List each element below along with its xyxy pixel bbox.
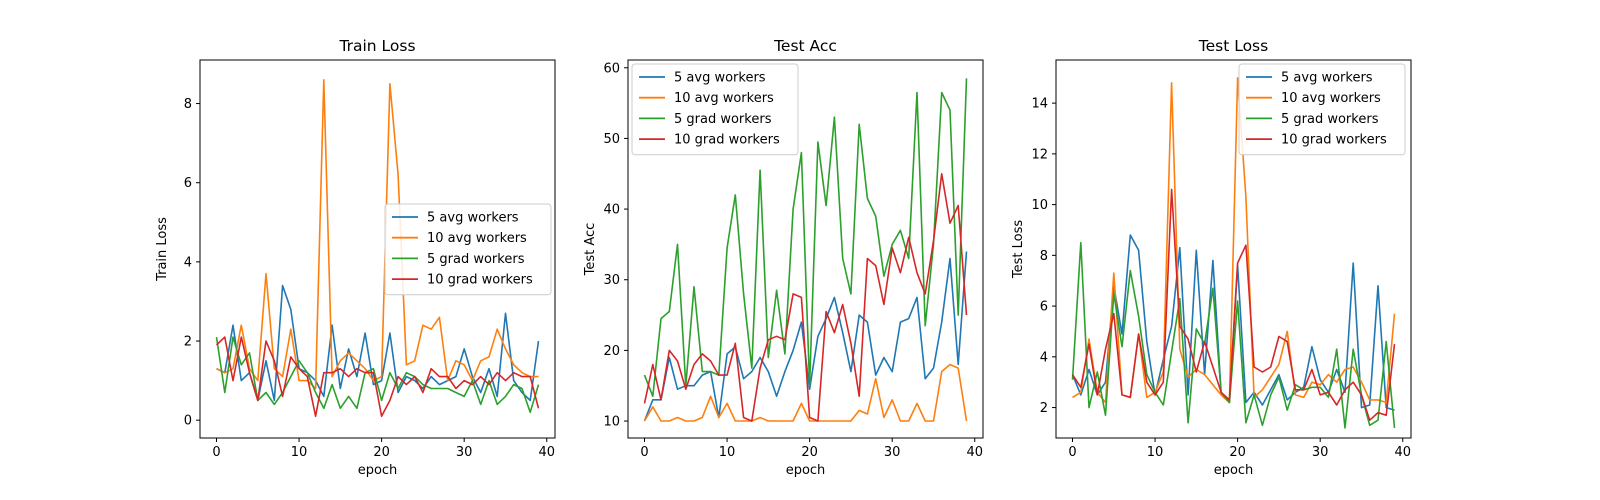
x-axis-label: epoch [786,463,826,478]
y-tick-label: 30 [603,273,620,288]
legend-label: 10 avg workers [1281,91,1381,106]
y-tick-label: 12 [1031,147,1048,162]
legend-label: 5 avg workers [1281,71,1373,86]
legend-label: 5 grad workers [1281,112,1379,127]
x-tick-label: 30 [884,445,901,460]
series-line-10-grad-workers [215,336,540,418]
x-tick-label: 10 [719,445,736,460]
x-tick-label: 30 [1312,445,1329,460]
y-tick-label: 6 [1040,300,1048,315]
x-tick-label: 0 [212,445,220,460]
legend-label: 5 grad workers [674,112,772,127]
y-tick-label: 60 [603,61,620,76]
legend-label: 10 grad workers [1281,133,1387,148]
plot-frame [199,59,556,439]
x-tick-label: 20 [1229,445,1246,460]
y-tick-label: 0 [184,414,192,429]
x-axis-label: epoch [1214,463,1254,478]
plot-frame [627,59,984,439]
y-tick-label: 4 [1040,350,1048,365]
y-tick-label: 14 [1031,97,1048,112]
x-axis-label: epoch [358,463,398,478]
legend-box [631,63,799,156]
series-line-5-grad-workers [1071,241,1396,429]
chart-panel-test-loss: 0 10 20 30 40 2 4 6 8 10 12 14 Test Loss epoch Test Lo… [1011,37,1412,478]
chart-title: Train Loss [338,37,415,55]
chart-title: Test Acc [773,37,837,55]
y-axis-label: Test Loss [1011,220,1026,279]
y-axis-label: Train Loss [155,217,170,282]
series-line-10-avg-workers [643,363,968,422]
y-tick-label: 2 [1040,401,1048,416]
x-tick-label: 40 [966,445,983,460]
plot-frame [1055,59,1412,439]
y-tick-label: 4 [184,255,192,270]
y-tick-label: 10 [1031,198,1048,213]
legend-label: 5 grad workers [427,252,525,267]
chart-panel-test-acc: 0 10 20 30 40 10 20 30 40 50 60 Test Acc epoch Test A… [583,37,984,478]
x-tick-label: 20 [801,445,818,460]
legend-label: 10 avg workers [674,91,774,106]
y-tick-label: 8 [184,97,192,112]
y-axis-label: Test Acc [583,223,598,277]
legend: 5 avg workers 10 avg workers 5 grad worker… [1238,63,1406,156]
y-tick-label: 40 [603,203,620,218]
series-line-5-grad-workers [215,336,540,414]
legend-label: 5 avg workers [427,211,519,226]
y-tick-label: 20 [603,344,620,359]
chart-panel-train-loss: 0 10 20 30 40 0 2 4 6 8 Train Loss epoch Train Loss 5… [155,37,556,478]
series-line-10-grad-workers [1071,188,1396,422]
series-line-10-grad-workers [643,173,968,422]
x-tick-label: 0 [640,445,648,460]
legend-label: 5 avg workers [674,71,766,86]
y-tick-label: 8 [1040,249,1048,264]
y-tick-label: 2 [184,335,192,350]
legend-box [384,203,552,296]
x-tick-label: 10 [1147,445,1164,460]
series-line-5-grad-workers [643,78,968,398]
legend: 5 avg workers 10 avg workers 5 grad worker… [631,63,799,156]
legend-label: 10 grad workers [674,133,780,148]
chart-title: Test Loss [1198,37,1268,55]
x-tick-label: 40 [1394,445,1411,460]
x-tick-label: 0 [1068,445,1076,460]
legend-label: 10 avg workers [427,231,527,246]
x-tick-label: 30 [456,445,473,460]
x-tick-label: 40 [538,445,555,460]
x-tick-label: 10 [291,445,308,460]
series-line-10-avg-workers [216,79,539,390]
y-tick-label: 10 [603,415,620,430]
y-tick-label: 50 [603,132,620,147]
x-tick-label: 20 [373,445,390,460]
legend: 5 avg workers 10 avg workers 5 grad worker… [384,203,552,296]
legend-box [1238,63,1406,156]
legend-label: 10 grad workers [427,273,533,288]
y-tick-label: 6 [184,176,192,191]
